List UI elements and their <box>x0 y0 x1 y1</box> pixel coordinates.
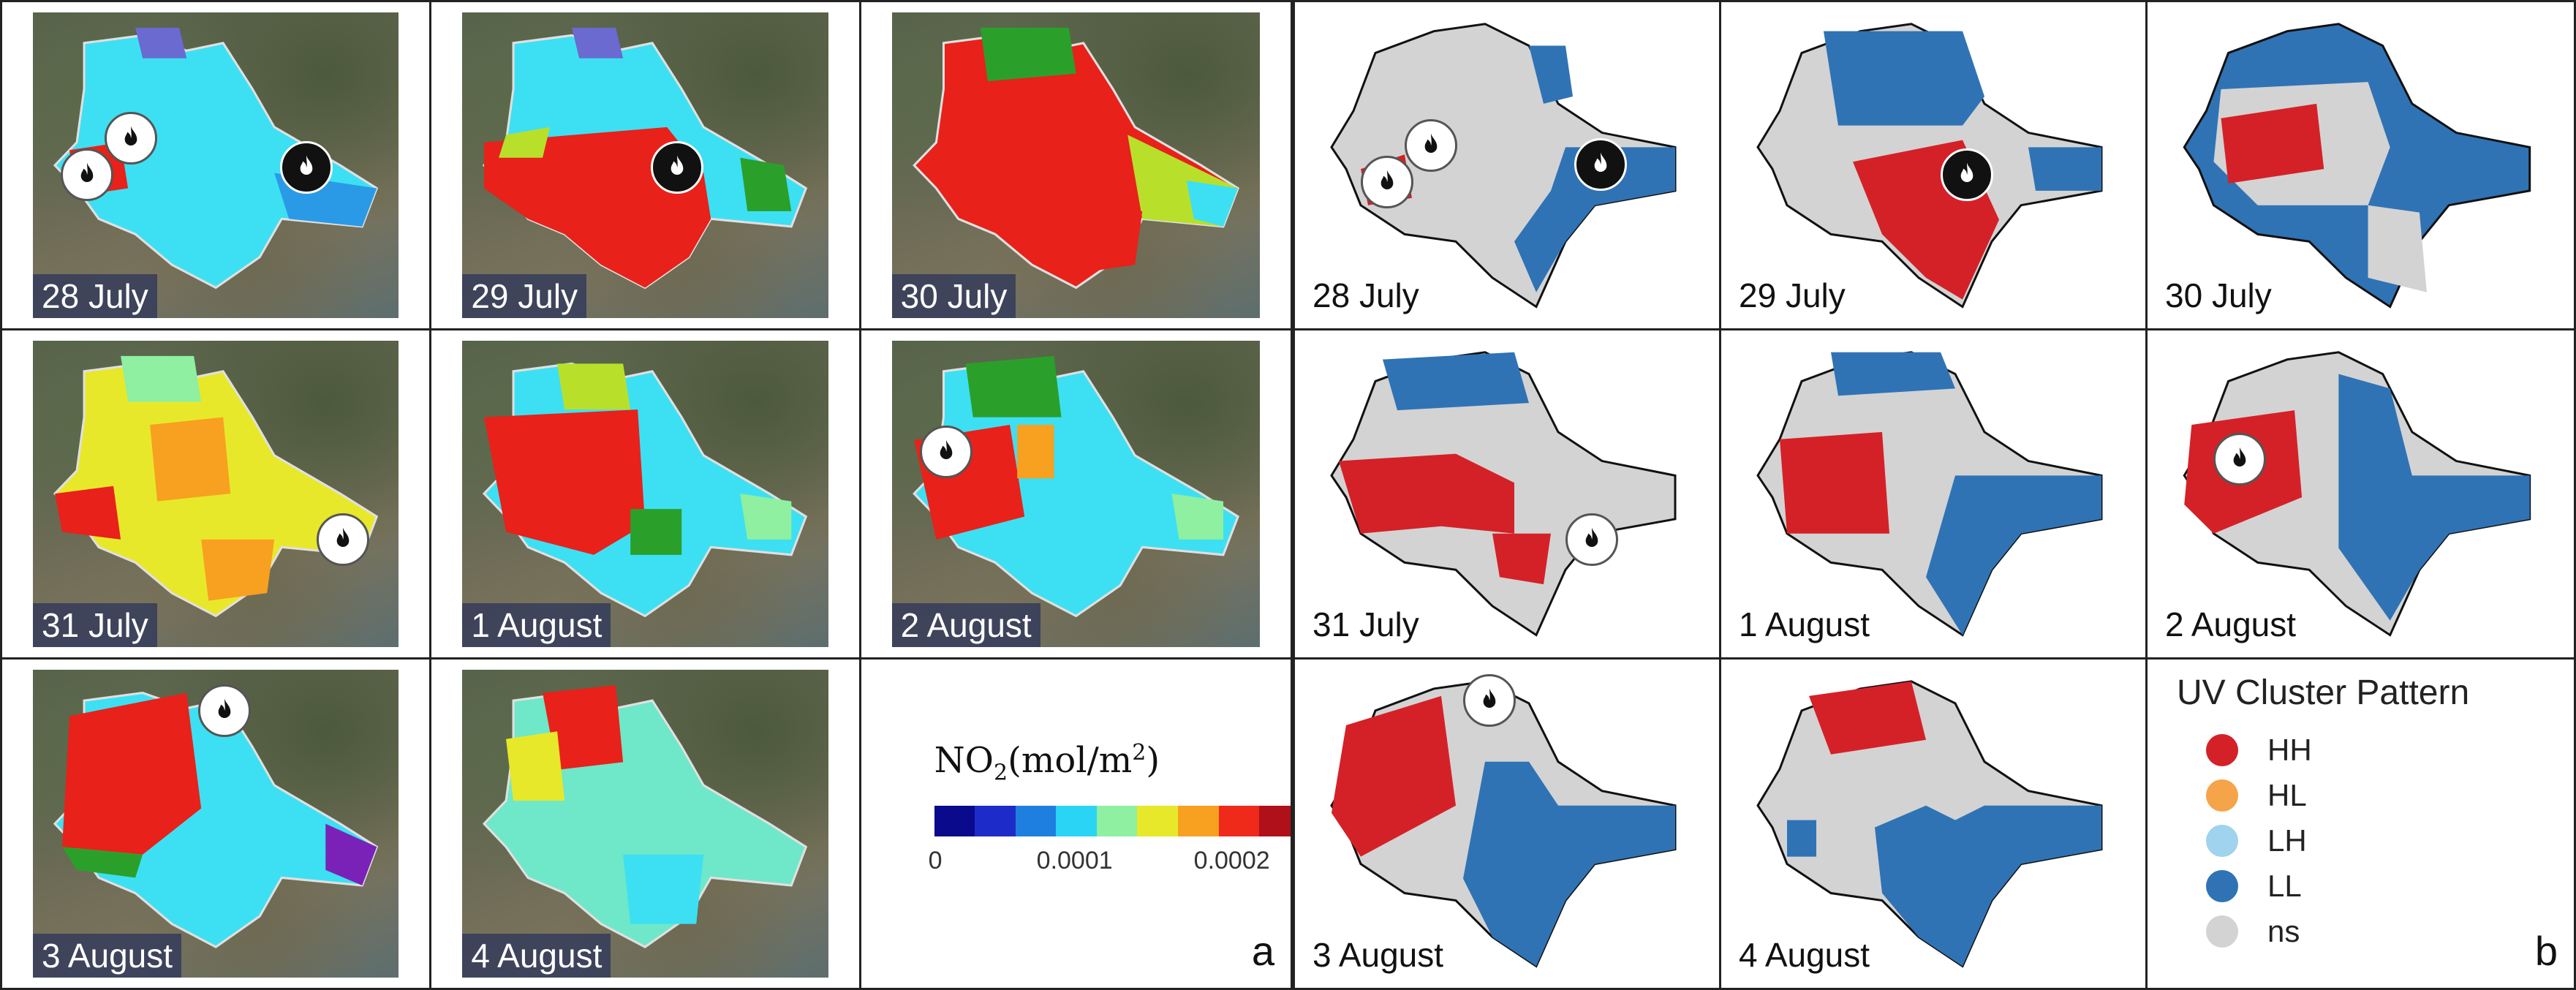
legend-title: UV Cluster Pattern <box>2177 673 2470 712</box>
legend-item: HH <box>2206 733 2312 768</box>
legend-label: ns <box>2267 913 2300 948</box>
cluster-map-2-august: 2 August <box>2148 330 2574 660</box>
colorbar <box>934 805 1291 836</box>
date-label: 3 August <box>1312 936 1444 974</box>
panel-letter: b <box>2534 928 2558 974</box>
fire-icon <box>651 141 704 194</box>
legend-label: LL <box>2267 868 2302 903</box>
cluster-map-3-august: 3 August <box>1295 659 1721 988</box>
colorbar-segment <box>1137 805 1179 836</box>
date-label: 1 August <box>1739 605 1870 643</box>
cluster-map-29-july: 29 July <box>1721 2 2148 331</box>
colorbar-segment <box>934 805 975 836</box>
date-label: 28 July <box>33 274 157 319</box>
no2-map-3-august: 3 August <box>2 659 432 988</box>
legend-item: LH <box>2206 823 2307 858</box>
no2-map-29-july: 29 July <box>431 2 861 331</box>
cluster-map <box>1756 351 2103 638</box>
cluster-map <box>1330 680 1677 968</box>
legend-label: HH <box>2267 732 2312 767</box>
no2-map-4-august: 4 August <box>431 659 861 988</box>
date-label: 2 August <box>2165 605 2297 643</box>
no2-map-28-july: 28 July <box>2 2 432 331</box>
panel-a-grid: 28 July 29 July <box>2 2 1291 988</box>
date-label: 30 July <box>891 274 1016 319</box>
fire-icon <box>1574 138 1627 191</box>
fire-icon <box>1565 513 1618 567</box>
fire-icon <box>919 426 972 479</box>
date-label: 29 July <box>1739 276 1846 315</box>
no2-map-30-july: 30 July <box>861 2 1291 331</box>
colorbar-segment <box>975 805 1016 836</box>
colorbar-segment <box>1096 805 1138 836</box>
panel-letter: a <box>1251 928 1274 974</box>
legend-label: LH <box>2267 823 2307 858</box>
date-label: 28 July <box>1312 276 1419 315</box>
date-label: 4 August <box>462 934 611 978</box>
legend-swatch <box>2206 869 2238 902</box>
cluster-map <box>2183 23 2531 309</box>
fire-icon <box>1463 673 1516 727</box>
fire-icon <box>2213 433 2266 486</box>
fire-icon <box>61 148 113 201</box>
cluster-map-30-july: 30 July <box>2148 2 2574 331</box>
legend-swatch <box>2206 824 2238 857</box>
legend-item: LL <box>2206 869 2302 904</box>
cluster-map-4-august: 4 August <box>1721 659 2148 988</box>
no2-map-31-july: 31 July <box>2 330 432 660</box>
colorbar-title: NO2(mol/m2) <box>934 739 1160 786</box>
satellite-background <box>462 669 828 978</box>
date-label: 4 August <box>1739 936 1870 974</box>
date-label: 3 August <box>33 934 182 978</box>
satellite-background <box>891 341 1260 647</box>
fire-icon <box>198 684 251 737</box>
legend-swatch <box>2206 779 2238 812</box>
panel-b-cluster-maps: 28 July 29 July 30 July <box>1293 0 2576 990</box>
legend-swatch <box>2206 733 2238 766</box>
panel-b-grid: 28 July 29 July 30 July <box>1295 2 2574 988</box>
cluster-map <box>1330 351 1677 638</box>
legend-swatch <box>2206 915 2238 948</box>
cluster-map-31-july: 31 July <box>1295 330 1721 660</box>
colorbar-tick: 0 <box>928 846 943 874</box>
legend-item: ns <box>2206 914 2300 949</box>
legend-label: HL <box>2267 777 2307 812</box>
panel-a-no2-maps: 28 July 29 July <box>0 0 1293 990</box>
satellite-background <box>462 12 828 319</box>
date-label: 29 July <box>462 274 587 319</box>
no2-map-1-august: 1 August <box>431 330 861 660</box>
cluster-map-28-july: 28 July <box>1295 2 1721 331</box>
satellite-background <box>462 341 828 647</box>
date-label: 31 July <box>1312 605 1419 643</box>
fire-icon <box>1941 148 1993 201</box>
colorbar-segment <box>1015 805 1057 836</box>
satellite-background <box>891 12 1260 319</box>
cluster-map <box>1756 680 2103 968</box>
cluster-map <box>2183 351 2531 638</box>
cluster-map-1-august: 1 August <box>1721 330 2148 660</box>
satellite-background <box>33 341 399 647</box>
fire-icon <box>1405 119 1457 172</box>
fire-icon <box>1361 156 1413 208</box>
fire-icon <box>280 141 333 194</box>
colorbar-tick: 0.0002 <box>1193 846 1270 874</box>
colorbar-tick: 0.0001 <box>1036 846 1113 874</box>
date-label: 30 July <box>2165 276 2272 315</box>
no2-map-2-august: 2 August <box>861 330 1291 660</box>
legend-item: HL <box>2206 778 2307 813</box>
fire-icon <box>105 112 157 165</box>
colorbar-segment <box>1056 805 1097 836</box>
colorbar-segment <box>1259 805 1291 836</box>
date-label: 31 July <box>33 602 157 647</box>
colorbar-segment <box>1218 805 1260 836</box>
colorbar-cell: NO2(mol/m2) 0 0.0001 0.0002 a <box>861 660 1291 988</box>
colorbar-segment <box>1178 805 1219 836</box>
legend-cell: UV Cluster Pattern HH HL LH LL ns b <box>2148 660 2574 988</box>
fire-icon <box>317 513 369 567</box>
date-label: 2 August <box>891 602 1040 647</box>
date-label: 1 August <box>462 602 611 647</box>
